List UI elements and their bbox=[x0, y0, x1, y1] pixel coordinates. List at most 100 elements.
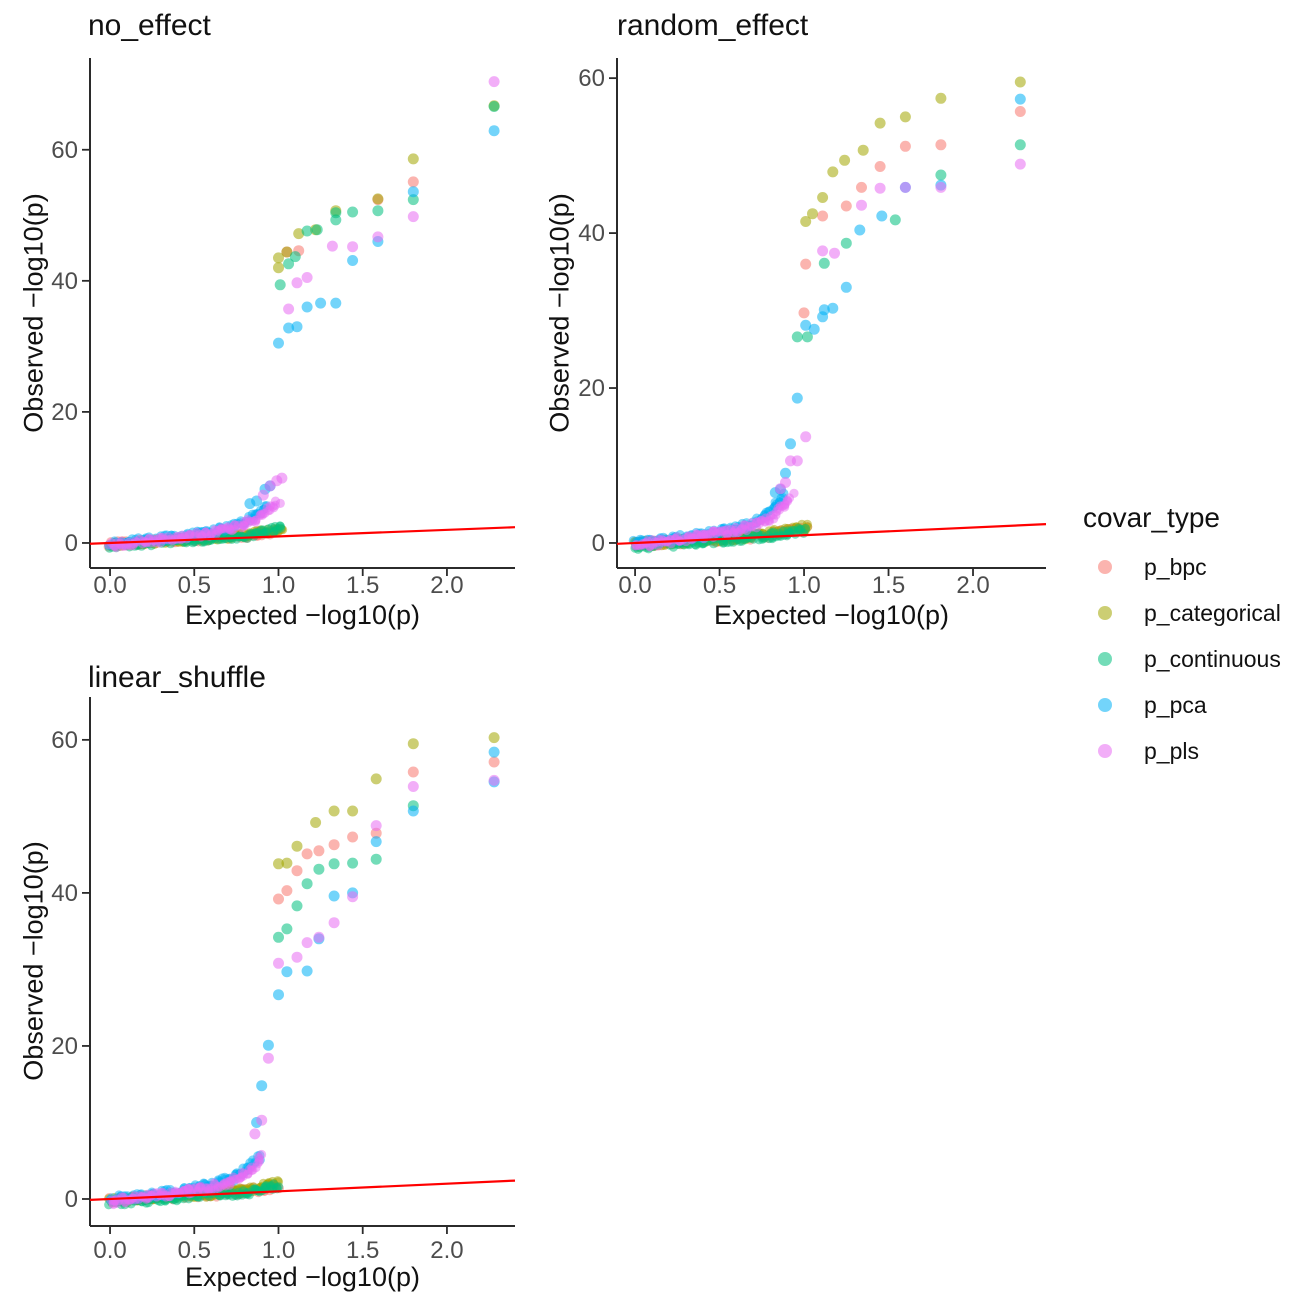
data-point bbox=[827, 166, 839, 178]
data-point bbox=[291, 277, 303, 289]
data-point bbox=[839, 154, 851, 166]
data-point bbox=[829, 247, 840, 259]
data-point bbox=[876, 210, 888, 222]
data-point bbox=[488, 125, 500, 137]
data-point bbox=[283, 258, 295, 270]
y-axis-title-random-effect: Observed −log10(p) bbox=[544, 193, 575, 433]
y-tick-label: 0 bbox=[592, 530, 605, 557]
data-point bbox=[807, 208, 818, 220]
y-tick-label: 20 bbox=[51, 399, 78, 426]
x-tick-label: 0.5 bbox=[178, 572, 211, 599]
data-point bbox=[827, 302, 839, 314]
data-point bbox=[301, 937, 313, 949]
data-point bbox=[817, 192, 829, 203]
x-tick-label: 1.0 bbox=[787, 572, 820, 599]
data-point bbox=[800, 258, 812, 270]
data-point bbox=[301, 965, 313, 977]
data-point bbox=[488, 774, 500, 786]
legend-item-p_bpc: p_bpc bbox=[1083, 552, 1304, 582]
y-tick-label: 0 bbox=[65, 530, 78, 557]
x-axis-title-random-effect: Expected −log10(p) bbox=[714, 600, 949, 630]
data-point bbox=[301, 272, 313, 283]
data-point bbox=[289, 251, 301, 263]
legend-label-p_continuous: p_continuous bbox=[1144, 645, 1281, 672]
data-point bbox=[370, 773, 382, 785]
data-point bbox=[840, 281, 852, 293]
data-point bbox=[281, 923, 293, 935]
data-point bbox=[899, 181, 911, 193]
y-tick-label: 60 bbox=[578, 65, 605, 92]
data-point bbox=[347, 206, 359, 218]
y-tick-label: 0 bbox=[65, 1186, 78, 1213]
data-point bbox=[301, 301, 313, 313]
data-point bbox=[330, 297, 342, 309]
data-point bbox=[370, 820, 382, 832]
data-point bbox=[935, 92, 947, 104]
data-point bbox=[301, 848, 313, 860]
data-point bbox=[407, 153, 419, 165]
band-point bbox=[275, 521, 285, 531]
data-point bbox=[874, 117, 886, 129]
data-point bbox=[301, 225, 313, 237]
data-point bbox=[372, 231, 384, 243]
data-point bbox=[874, 182, 886, 194]
series-p_continuous bbox=[104, 800, 419, 1210]
data-point bbox=[281, 246, 293, 258]
data-point bbox=[256, 1114, 268, 1126]
data-point bbox=[291, 951, 303, 963]
band-point bbox=[274, 1182, 284, 1192]
legend-label-p_pca: p_pca bbox=[1144, 691, 1207, 718]
data-point bbox=[874, 161, 886, 172]
data-point bbox=[856, 199, 867, 211]
data-point bbox=[328, 890, 340, 902]
panel-title-random-effect: random_effect bbox=[617, 9, 809, 42]
data-point bbox=[262, 1039, 274, 1051]
data-point bbox=[291, 865, 303, 877]
data-point bbox=[488, 746, 500, 758]
band-point bbox=[275, 498, 285, 508]
data-point bbox=[262, 1052, 274, 1064]
data-point bbox=[372, 205, 384, 217]
data-point bbox=[315, 297, 327, 309]
data-point bbox=[780, 467, 791, 479]
data-point bbox=[257, 489, 269, 501]
data-point bbox=[857, 144, 869, 156]
data-point bbox=[283, 322, 295, 334]
data-point bbox=[818, 257, 830, 269]
data-point bbox=[1014, 158, 1026, 170]
data-point bbox=[293, 228, 305, 240]
data-point bbox=[488, 76, 500, 88]
data-point bbox=[798, 307, 810, 319]
panel-title-no-effect: no_effect bbox=[88, 9, 211, 42]
identity-refline bbox=[89, 1179, 516, 1201]
data-point bbox=[347, 831, 359, 843]
data-point bbox=[1014, 76, 1026, 88]
data-point bbox=[935, 169, 947, 181]
data-point bbox=[370, 853, 382, 865]
legend-item-p_pca: p_pca bbox=[1083, 690, 1304, 720]
series-p_continuous bbox=[630, 139, 1026, 554]
data-point bbox=[264, 480, 276, 492]
data-point bbox=[370, 836, 382, 848]
data-point bbox=[313, 845, 325, 857]
y-tick-label: 60 bbox=[51, 137, 78, 164]
data-point bbox=[273, 337, 284, 349]
data-point bbox=[256, 1080, 268, 1092]
data-point bbox=[273, 989, 284, 1001]
legend-dot-p_pls bbox=[1098, 744, 1112, 758]
data-point bbox=[301, 878, 313, 890]
data-point bbox=[281, 857, 293, 869]
data-point bbox=[347, 857, 359, 869]
data-point bbox=[328, 858, 340, 870]
data-point bbox=[273, 858, 284, 870]
data-point bbox=[488, 732, 500, 744]
data-point bbox=[1014, 93, 1026, 105]
data-point bbox=[328, 839, 340, 851]
data-point bbox=[407, 805, 419, 817]
data-point bbox=[800, 216, 812, 227]
legend: covar_type p_bpc p_categorical p_continu… bbox=[1083, 502, 1304, 766]
x-tick-label: 1.5 bbox=[346, 572, 379, 599]
data-point bbox=[407, 176, 419, 188]
data-point bbox=[347, 805, 359, 817]
data-point bbox=[817, 210, 829, 222]
